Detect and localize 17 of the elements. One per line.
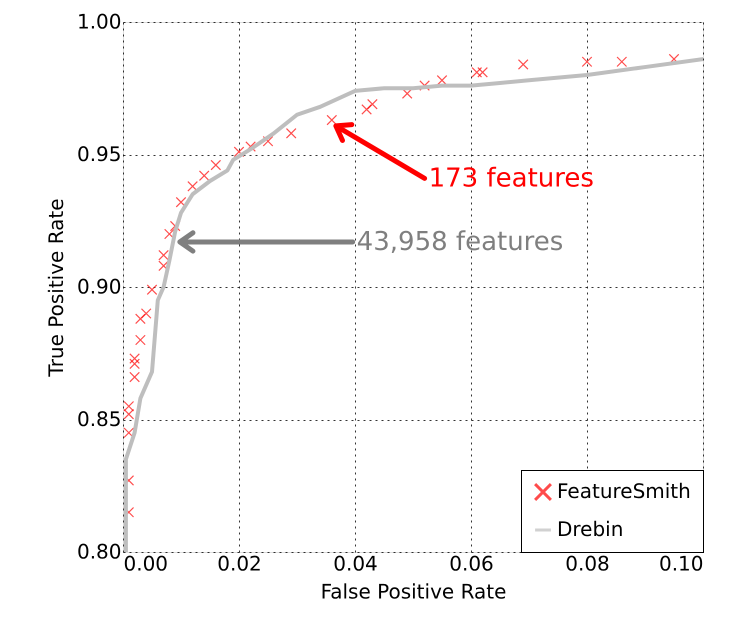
x-tick-label: 0.04 [333, 552, 378, 576]
x-tick-label: 0.02 [217, 552, 262, 576]
x-axis-title: False Positive Rate [320, 580, 506, 604]
y-axis-title: True Positive Rate [44, 198, 68, 378]
legend-label: Drebin [557, 517, 624, 541]
y-tick-label: 0.80 [76, 540, 122, 564]
annotation: 173 features [428, 163, 594, 194]
x-tick-label: 0.10 [658, 552, 704, 576]
x-tick-label: 0.08 [565, 552, 610, 576]
y-tick-label: 1.00 [76, 10, 122, 34]
x-tick-label: 0.00 [124, 552, 168, 576]
y-tick-label: 0.90 [76, 274, 122, 298]
y-tick-label: 0.85 [76, 407, 122, 431]
legend-label: FeatureSmith [557, 479, 691, 503]
x-tick-label: 0.06 [449, 552, 494, 576]
annotation: 43,958 features [356, 226, 564, 257]
y-tick-label: 0.95 [76, 142, 122, 166]
